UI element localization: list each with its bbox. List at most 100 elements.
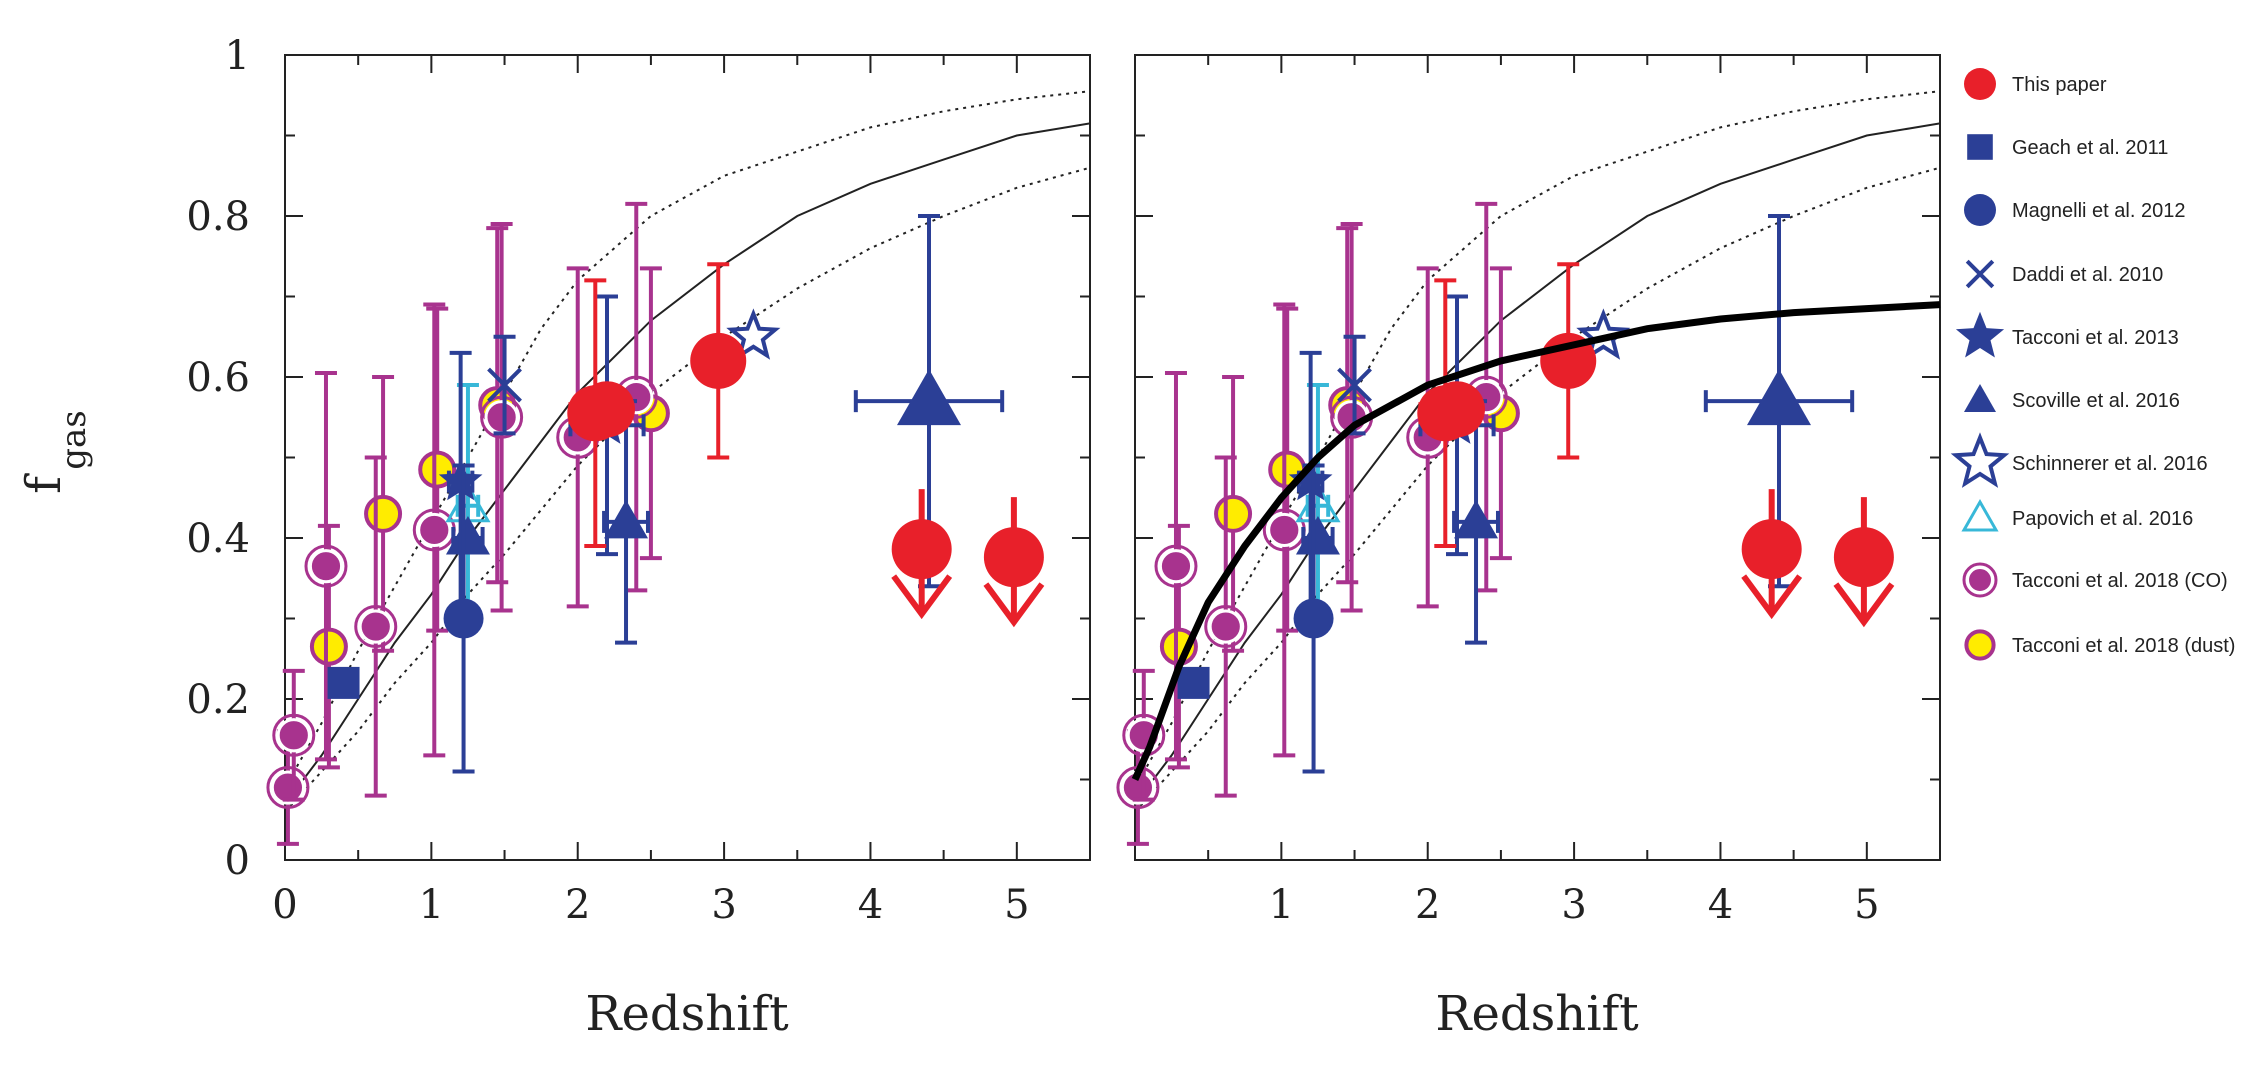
legend-label: Tacconi et al. 2018 (dust) <box>2012 635 2235 657</box>
x-tick-label: 5 <box>1004 882 1029 928</box>
legend-marker <box>1964 68 1996 100</box>
point-ringed-circle-ring <box>1204 605 1248 649</box>
legend-marker <box>1955 311 2005 358</box>
point-cross <box>1337 367 1372 403</box>
legend-label: Magnelli et al. 2012 <box>2012 200 2185 222</box>
y-tick-label: 0.8 <box>186 194 250 240</box>
right-data-points <box>1116 201 1941 846</box>
y-tick-label: 0 <box>225 838 250 884</box>
point-filled-triangle <box>1747 369 1811 426</box>
point-ringed-circle <box>276 718 311 753</box>
point-yellow-circle <box>1214 494 1253 533</box>
right-model-curves <box>1135 90 1940 813</box>
model-lower-dotted <box>1135 166 1940 813</box>
left-model-curves <box>285 90 1090 813</box>
x-tick-label: 2 <box>1415 882 1440 928</box>
y-tick-label: 0.4 <box>186 516 250 562</box>
legend-marker <box>1961 498 1999 532</box>
point-ringed-circle <box>1208 609 1243 644</box>
point-ringed-circle-ring <box>354 605 398 649</box>
point-yellow-circle <box>364 494 403 533</box>
model-median-line <box>1135 122 1940 805</box>
left-ticks: 0 0.2 0.4 0.6 0.8 1 0 1 2 3 4 5 <box>186 33 1091 928</box>
x-tick-label: 4 <box>858 882 883 928</box>
legend-label: Scoville et al. 2016 <box>2012 390 2180 412</box>
upper-limit-arrowhead <box>1741 574 1803 620</box>
legend-marker <box>1950 432 2010 488</box>
x-tick-label: 4 <box>1708 882 1733 928</box>
point-open-star <box>1576 308 1631 360</box>
upper-limit-point <box>1741 519 1802 580</box>
legend-label: This paper <box>2012 74 2107 96</box>
legend-label: Tacconi et al. 2013 <box>2012 327 2179 349</box>
x-tick-label: 5 <box>1854 882 1879 928</box>
x-tick-label: 3 <box>711 882 736 928</box>
legend-label: Tacconi et al. 2018 (CO) <box>2012 570 2228 592</box>
point-cross <box>487 367 522 403</box>
point-ringed-circle-ring <box>1154 544 1198 588</box>
fit-curve-thick <box>1131 301 1941 781</box>
upper-limit-point <box>891 519 952 580</box>
point-filled-circle <box>1293 598 1334 639</box>
legend-label: Geach et al. 2011 <box>2012 137 2168 159</box>
point-filled-triangle <box>1454 499 1499 539</box>
x-tick-label: 1 <box>1269 882 1294 928</box>
point-ringed-circle-ring <box>304 544 348 588</box>
point-ringed-circle-ring <box>266 766 310 810</box>
legend-marker <box>1964 384 1996 412</box>
upper-limit-point <box>983 527 1044 588</box>
right-ticks: 1 2 3 4 5 <box>1134 54 1941 928</box>
point-filled-square <box>1177 666 1210 699</box>
legend-label: Daddi et al. 2010 <box>2012 264 2163 286</box>
point-yellow-circle <box>309 627 348 666</box>
right-plot-frame <box>1134 54 1941 861</box>
model-lower-dotted <box>285 166 1090 813</box>
model-upper-dotted <box>1135 90 1940 788</box>
x-tick-label: 2 <box>565 882 590 928</box>
x-tick-label: 1 <box>419 882 444 928</box>
point-filled-circle <box>690 332 747 389</box>
left-x-axis-label: Redshift <box>585 986 788 1042</box>
upper-limit-arrowhead <box>1833 582 1895 628</box>
point-filled-circle <box>1429 381 1485 438</box>
point-open-star <box>726 308 781 360</box>
point-filled-triangle <box>445 516 490 555</box>
point-filled-circle <box>579 381 635 438</box>
left-panel: 0 0.2 0.4 0.6 0.8 1 0 1 2 3 4 5 Redshift <box>186 33 1091 1042</box>
left-plot-frame <box>284 54 1091 861</box>
upper-limit-arrowhead <box>891 574 953 620</box>
legend-marker <box>1964 194 1996 226</box>
y-tick-label: 0.2 <box>186 677 250 723</box>
point-filled-circle <box>443 598 484 639</box>
point-filled-star <box>438 458 483 501</box>
right-panel: 1 2 3 4 5 Redshift <box>1116 54 1941 1042</box>
point-filled-triangle <box>897 369 961 426</box>
x-tick-label: 3 <box>1561 882 1586 928</box>
point-ringed-circle-ring <box>480 395 524 439</box>
left-data-points <box>266 201 1045 846</box>
point-ringed-circle <box>484 400 519 435</box>
legend-marker-ring <box>1962 562 1998 598</box>
point-ringed-circle <box>308 549 344 584</box>
y-axis-label-subscript: gas <box>54 410 94 469</box>
upper-limit-arrowhead <box>983 582 1045 628</box>
upper-limit-point <box>1833 527 1894 588</box>
legend-marker <box>1965 259 1995 289</box>
point-ringed-circle <box>417 512 452 548</box>
legend: This paper Geach et al. 2011 Magnelli et a… <box>1950 68 2235 661</box>
model-median-line <box>285 122 1090 805</box>
legend-marker <box>1964 629 1996 661</box>
point-filled-square <box>327 666 360 699</box>
y-tick-label: 1 <box>225 33 250 79</box>
point-filled-triangle <box>1295 516 1340 555</box>
point-ringed-circle <box>1267 512 1302 548</box>
legend-label: Schinnerer et al. 2016 <box>2012 453 2208 475</box>
model-upper-dotted <box>285 90 1090 788</box>
x-tick-label: 0 <box>272 882 297 928</box>
y-axis-label: f <box>16 473 72 494</box>
legend-label: Papovich et al. 2016 <box>2012 508 2193 530</box>
point-filled-star <box>1288 458 1333 501</box>
legend-marker <box>1967 134 1993 160</box>
legend-marker <box>1966 566 1994 594</box>
